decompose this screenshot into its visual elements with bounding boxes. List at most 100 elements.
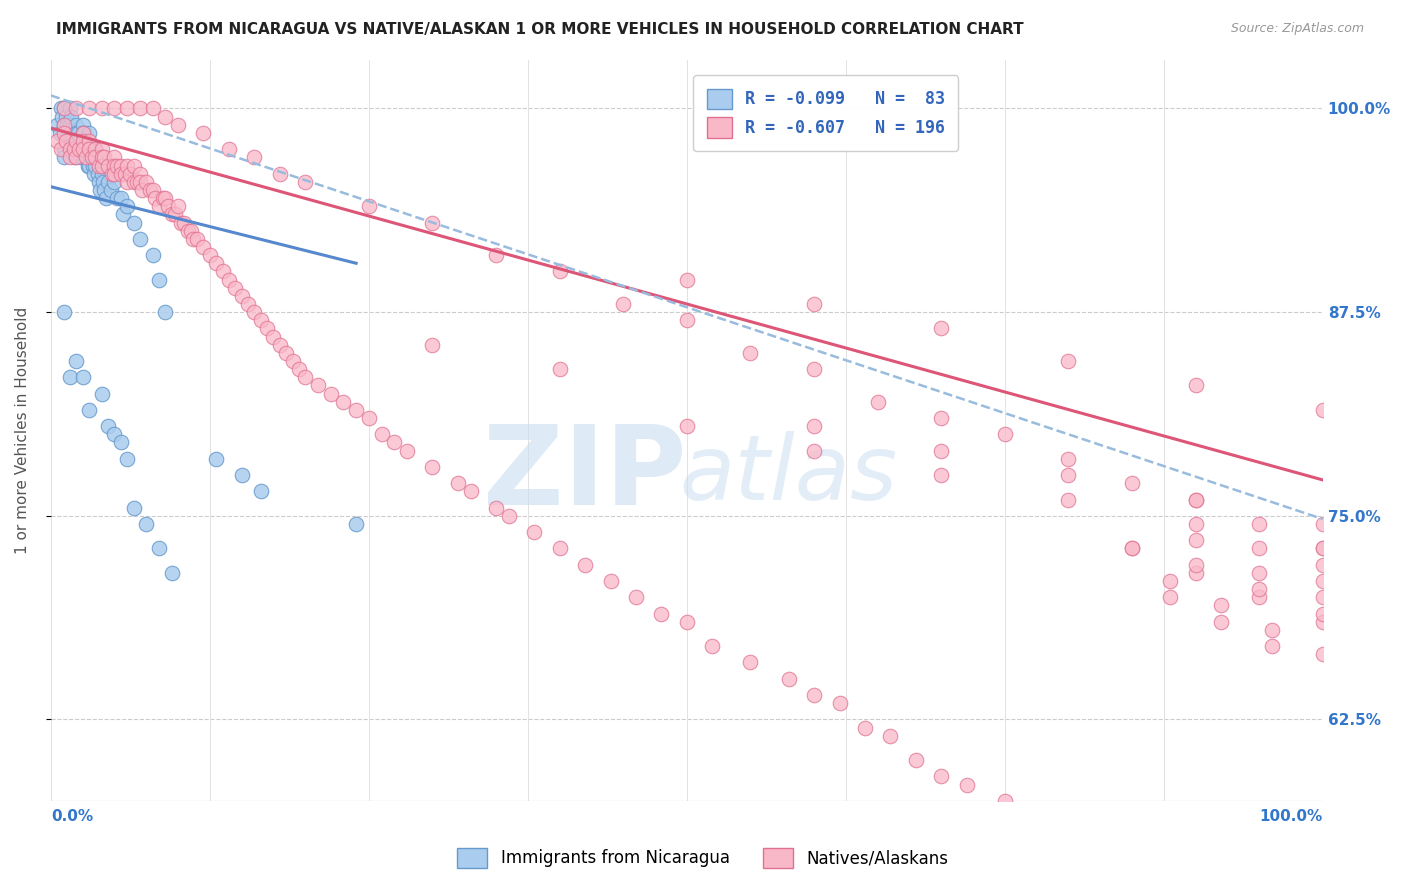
Point	[143, 191, 166, 205]
Point	[90, 150, 112, 164]
Point	[77, 102, 100, 116]
Point	[370, 427, 392, 442]
Point	[574, 558, 596, 572]
Point	[148, 199, 170, 213]
Point	[65, 126, 87, 140]
Point	[62, 142, 84, 156]
Point	[51, 110, 73, 124]
Point	[332, 394, 354, 409]
Point	[65, 150, 87, 164]
Point	[485, 500, 508, 515]
Point	[929, 443, 952, 458]
Point	[72, 126, 94, 140]
Point	[46, 134, 69, 148]
Point	[77, 142, 100, 156]
Point	[1133, 875, 1156, 889]
Point	[702, 639, 724, 653]
Point	[156, 199, 179, 213]
Point	[676, 272, 699, 286]
Point	[63, 150, 86, 164]
Point	[72, 118, 94, 132]
Point	[956, 778, 979, 792]
Point	[90, 150, 112, 164]
Point	[131, 183, 153, 197]
Point	[142, 183, 165, 197]
Point	[1184, 533, 1206, 548]
Point	[72, 142, 94, 156]
Point	[155, 110, 177, 124]
Point	[193, 240, 215, 254]
Point	[77, 126, 100, 140]
Point	[97, 419, 120, 434]
Point	[186, 232, 208, 246]
Point	[1057, 492, 1080, 507]
Point	[485, 248, 508, 262]
Point	[66, 126, 89, 140]
Point	[1312, 558, 1334, 572]
Point	[180, 224, 202, 238]
Point	[1184, 558, 1206, 572]
Point	[103, 102, 125, 116]
Point	[55, 134, 77, 148]
Point	[1121, 541, 1143, 556]
Point	[498, 508, 520, 523]
Point	[139, 183, 162, 197]
Point	[1083, 843, 1105, 857]
Point	[262, 329, 284, 343]
Point	[127, 175, 149, 189]
Y-axis label: 1 or more Vehicles in Household: 1 or more Vehicles in Household	[15, 307, 30, 554]
Point	[1057, 826, 1080, 840]
Point	[52, 118, 75, 132]
Point	[75, 134, 97, 148]
Point	[994, 794, 1017, 808]
Point	[1184, 566, 1206, 580]
Point	[115, 102, 138, 116]
Point	[447, 476, 470, 491]
Point	[59, 370, 82, 384]
Point	[135, 175, 157, 189]
Point	[148, 541, 170, 556]
Point	[59, 118, 82, 132]
Point	[612, 297, 634, 311]
Point	[276, 346, 298, 360]
Point	[1261, 639, 1284, 653]
Point	[422, 215, 444, 229]
Point	[62, 126, 84, 140]
Point	[167, 118, 190, 132]
Point	[269, 337, 291, 351]
Point	[1312, 403, 1334, 417]
Point	[77, 142, 100, 156]
Point	[142, 102, 165, 116]
Point	[243, 150, 266, 164]
Point	[48, 126, 70, 140]
Legend: R = -0.099   N =  83, R = -0.607   N = 196: R = -0.099 N = 83, R = -0.607 N = 196	[693, 75, 959, 151]
Point	[1159, 574, 1181, 588]
Point	[803, 443, 825, 458]
Point	[101, 167, 124, 181]
Point	[1312, 648, 1334, 662]
Point	[1211, 599, 1233, 613]
Point	[86, 150, 108, 164]
Point	[357, 411, 380, 425]
Point	[344, 403, 367, 417]
Point	[56, 118, 79, 132]
Point	[904, 753, 927, 767]
Point	[84, 150, 107, 164]
Point	[599, 574, 621, 588]
Point	[803, 297, 825, 311]
Point	[89, 175, 111, 189]
Point	[128, 167, 150, 181]
Point	[155, 191, 177, 205]
Point	[110, 167, 132, 181]
Point	[115, 159, 138, 173]
Point	[218, 142, 240, 156]
Point	[1312, 591, 1334, 605]
Point	[84, 142, 107, 156]
Point	[148, 272, 170, 286]
Point	[142, 248, 165, 262]
Point	[395, 443, 418, 458]
Point	[1159, 591, 1181, 605]
Point	[1108, 859, 1130, 873]
Point	[1249, 566, 1271, 580]
Point	[211, 264, 233, 278]
